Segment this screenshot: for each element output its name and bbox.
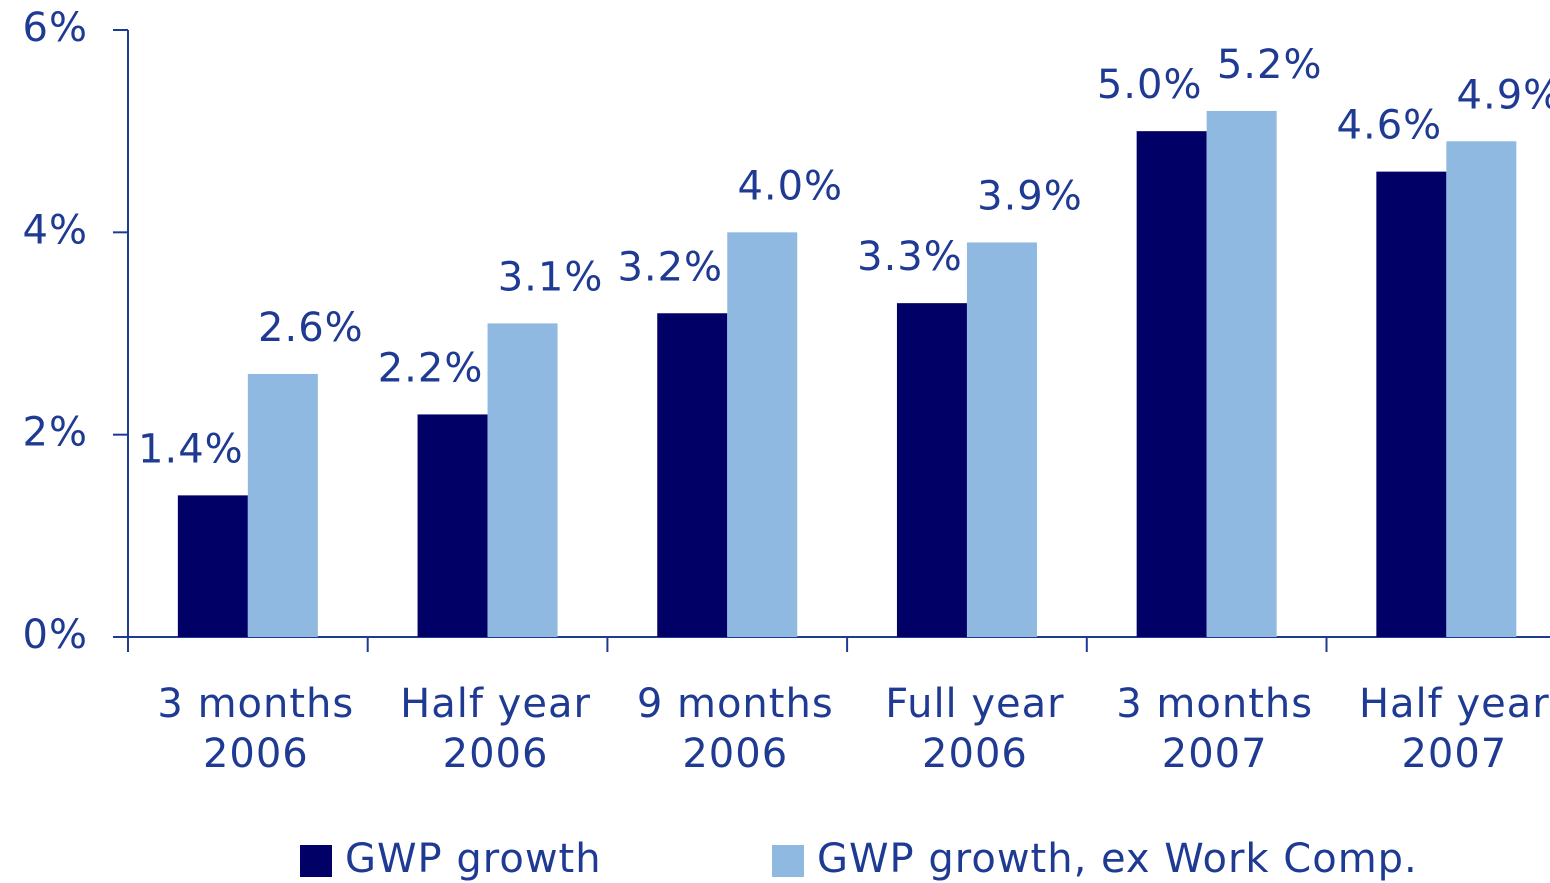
value-label: 5.0% xyxy=(1097,62,1203,108)
x-tick-label: 9 months 2006 xyxy=(637,681,834,777)
legend-label: GWP growth, ex Work Comp. xyxy=(817,836,1418,882)
x-tick-label: Half year 2006 xyxy=(400,681,591,777)
value-label: 3.1% xyxy=(498,254,604,300)
bar xyxy=(657,313,728,637)
bar xyxy=(966,242,1037,637)
x-tick-label: Full year 2006 xyxy=(885,681,1064,777)
bar xyxy=(487,323,558,637)
value-label: 3.3% xyxy=(857,234,963,280)
x-tick-label: 3 months 2007 xyxy=(1116,681,1313,777)
y-tick-label: 2% xyxy=(23,410,88,456)
value-label: 2.6% xyxy=(258,305,364,351)
bar xyxy=(727,232,798,638)
y-tick-label: 6% xyxy=(23,5,88,51)
y-tick-label: 4% xyxy=(23,207,88,253)
value-label: 3.2% xyxy=(617,244,723,290)
bar xyxy=(1136,131,1207,637)
bar xyxy=(247,373,318,637)
x-tick-label: 3 months 2006 xyxy=(157,681,354,777)
value-label: 4.6% xyxy=(1337,103,1443,149)
bar xyxy=(417,414,488,637)
value-label: 3.9% xyxy=(977,173,1083,219)
x-tick-label: Half year 2007 xyxy=(1359,681,1550,777)
bar xyxy=(1206,110,1277,637)
bar xyxy=(1376,171,1447,637)
bar xyxy=(896,303,967,637)
value-label: 5.2% xyxy=(1217,42,1323,88)
legend-swatch xyxy=(772,845,804,877)
y-tick-label: 0% xyxy=(23,612,88,658)
bar xyxy=(1446,141,1517,638)
value-label: 4.0% xyxy=(737,163,843,209)
legend-label: GWP growth xyxy=(345,836,602,882)
legend-swatch xyxy=(300,845,332,877)
value-label: 1.4% xyxy=(138,426,244,472)
bar xyxy=(177,495,248,637)
value-label: 4.9% xyxy=(1457,72,1550,118)
value-label: 2.2% xyxy=(378,345,484,391)
